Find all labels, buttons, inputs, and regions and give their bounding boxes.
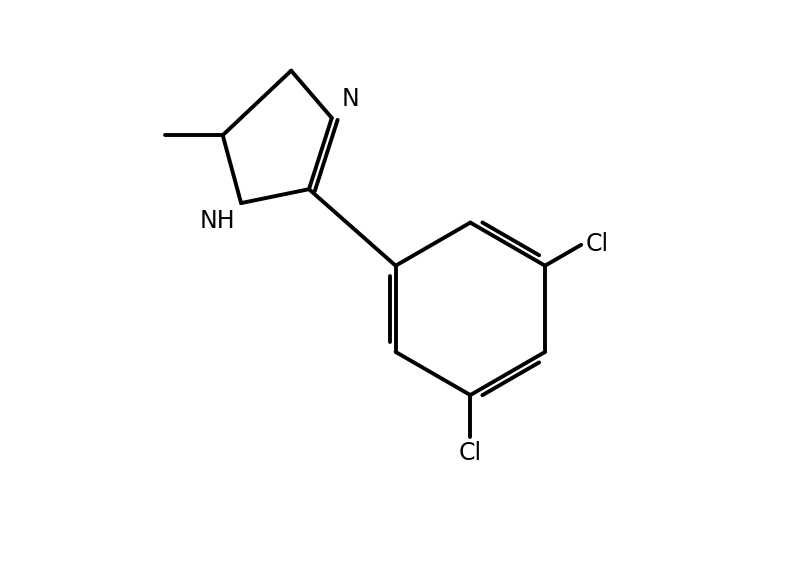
Text: Cl: Cl	[458, 441, 482, 465]
Text: NH: NH	[200, 209, 236, 233]
Text: N: N	[341, 87, 360, 111]
Text: Cl: Cl	[586, 232, 609, 256]
